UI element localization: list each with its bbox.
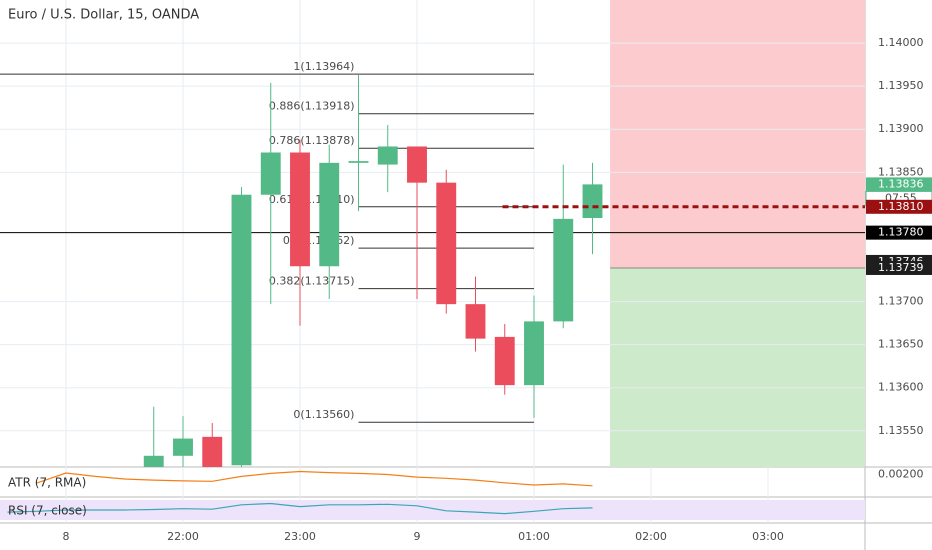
rsi-title: RSI (7, close) (8, 504, 87, 518)
candle-body (553, 218, 574, 322)
candle-body (173, 438, 193, 456)
fib-label: 1(1.13964) (293, 60, 354, 73)
candle-body (465, 304, 486, 339)
y-tick-label: 1.13850 (878, 165, 924, 178)
x-tick-label: 22:00 (167, 530, 199, 543)
y-tick-label: 1.13950 (878, 79, 924, 92)
y-tick-label: 1.13650 (878, 338, 924, 351)
y-tick-label: 0.00200 (878, 468, 924, 481)
candle-body (582, 184, 603, 218)
candle-body (377, 146, 398, 165)
candle-body (202, 436, 223, 467)
candle-body (143, 455, 164, 467)
x-tick-label: 02:00 (635, 530, 667, 543)
fib-label: 0.382(1.13715) (269, 275, 355, 288)
candle-body (407, 146, 427, 183)
fib-label: 0(1.13560) (293, 408, 354, 421)
x-tick-label: 23:00 (284, 530, 316, 543)
y-tick-label: 1.14000 (878, 36, 924, 49)
stop-zone (610, 0, 865, 268)
chart-title: Euro / U.S. Dollar, 15, OANDA (8, 8, 199, 23)
price-badge-label: 1.13810 (878, 200, 924, 213)
candle-body (494, 336, 515, 386)
x-tick-label: 8 (62, 530, 69, 543)
candle-body (348, 161, 369, 163)
fib-label: 0.886(1.13918) (269, 100, 355, 113)
candle-body (436, 182, 457, 305)
price-badge-label: 1.13739 (878, 261, 924, 274)
candle-body (319, 162, 340, 267)
price-badge (866, 225, 932, 240)
y-tick-label: 1.13700 (878, 295, 924, 308)
y-tick-label: 1.13600 (878, 381, 924, 394)
y-tick-label: 1.13550 (878, 424, 924, 437)
candle-body (260, 152, 281, 195)
rsi-line (7, 502, 593, 515)
price-badge (866, 260, 932, 275)
x-tick-label: 03:00 (752, 530, 784, 543)
price-badge (866, 199, 932, 214)
price-badge-label: 1.13836 (878, 177, 924, 190)
main-pane: 1(1.13964) 0.886(1.13918) 0.786(1.13878) 0.… (0, 0, 865, 467)
candle-body (524, 321, 544, 386)
fib-label: 0.786(1.13878) (269, 134, 355, 147)
x-tick-label: 9 (413, 530, 420, 543)
candle-body (290, 152, 310, 267)
atr-title: ATR (7, RMA) (8, 476, 86, 490)
rsi-band (0, 500, 865, 520)
y-tick-label: 1.13900 (878, 122, 924, 135)
candle-body (231, 194, 252, 466)
atr-line (36, 470, 593, 487)
fib-label: 0.618(1.13810) (269, 193, 355, 206)
target-zone (610, 267, 865, 467)
price-badge-label: 1.13780 (878, 226, 924, 239)
x-tick-label: 01:00 (518, 530, 550, 543)
price-badge (866, 177, 932, 192)
